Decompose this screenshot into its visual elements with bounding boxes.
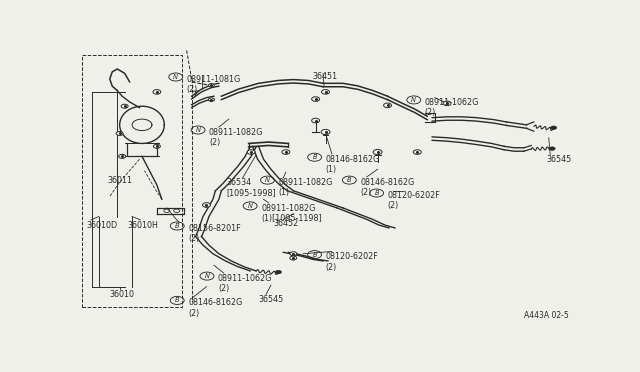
Text: 08911-1062G
(2): 08911-1062G (2) bbox=[218, 274, 272, 293]
Text: B: B bbox=[374, 190, 379, 196]
Text: 08911-1082G
(1): 08911-1082G (1) bbox=[278, 178, 333, 197]
Circle shape bbox=[549, 147, 555, 150]
Text: B: B bbox=[312, 251, 317, 257]
Text: 08146-8162G
(2): 08146-8162G (2) bbox=[360, 178, 415, 197]
Text: 36010H: 36010H bbox=[127, 221, 158, 230]
Circle shape bbox=[173, 209, 180, 212]
Circle shape bbox=[202, 203, 211, 207]
Circle shape bbox=[383, 103, 392, 108]
Circle shape bbox=[118, 154, 125, 158]
Circle shape bbox=[413, 150, 421, 154]
Text: N: N bbox=[173, 74, 178, 80]
Circle shape bbox=[164, 209, 170, 212]
Circle shape bbox=[275, 270, 282, 274]
Text: 36010D: 36010D bbox=[86, 221, 117, 230]
Text: 08146-8162G
(2): 08146-8162G (2) bbox=[188, 298, 243, 318]
Text: N: N bbox=[204, 273, 209, 279]
Circle shape bbox=[312, 118, 319, 123]
Text: 08911-1062G
(2): 08911-1062G (2) bbox=[425, 97, 479, 117]
Circle shape bbox=[312, 97, 319, 101]
Text: N: N bbox=[265, 177, 270, 183]
Text: N: N bbox=[412, 97, 416, 103]
Bar bbox=[83, 55, 182, 307]
Text: B: B bbox=[312, 154, 317, 160]
Text: 36545: 36545 bbox=[547, 155, 572, 164]
Text: 36452: 36452 bbox=[273, 219, 299, 228]
Circle shape bbox=[209, 98, 214, 101]
Text: A443A 02-5: A443A 02-5 bbox=[524, 311, 568, 320]
Circle shape bbox=[153, 90, 161, 94]
Circle shape bbox=[154, 144, 161, 148]
Circle shape bbox=[121, 104, 128, 108]
Text: B: B bbox=[347, 177, 351, 183]
Circle shape bbox=[321, 90, 330, 94]
Text: 08156-8201F
(2): 08156-8201F (2) bbox=[188, 224, 241, 243]
Text: 08120-6202F
(2): 08120-6202F (2) bbox=[388, 191, 440, 210]
Circle shape bbox=[443, 101, 451, 106]
Circle shape bbox=[247, 150, 255, 154]
Text: N: N bbox=[248, 203, 253, 209]
Circle shape bbox=[373, 150, 382, 155]
Circle shape bbox=[290, 252, 297, 256]
Circle shape bbox=[282, 150, 290, 154]
Text: 08146-8162G
(1): 08146-8162G (1) bbox=[326, 155, 380, 174]
Text: 36011: 36011 bbox=[108, 176, 132, 185]
Text: N: N bbox=[196, 127, 200, 133]
Text: 08120-6202F
(2): 08120-6202F (2) bbox=[326, 252, 378, 272]
Text: 08911-1082G
(1)[1095-1198]: 08911-1082G (1)[1095-1198] bbox=[261, 203, 322, 223]
Circle shape bbox=[116, 131, 123, 135]
Circle shape bbox=[290, 256, 297, 260]
Text: 36451: 36451 bbox=[312, 72, 337, 81]
Circle shape bbox=[321, 129, 330, 135]
Text: 08911-1082G
(2): 08911-1082G (2) bbox=[209, 128, 263, 147]
Text: B: B bbox=[175, 223, 179, 229]
Text: B: B bbox=[175, 298, 179, 304]
Text: 08911-1081G
(2): 08911-1081G (2) bbox=[187, 75, 241, 94]
Text: 36534
[1095-1998]: 36534 [1095-1998] bbox=[227, 178, 276, 197]
Circle shape bbox=[550, 126, 557, 129]
Text: 36010: 36010 bbox=[110, 289, 135, 299]
Circle shape bbox=[209, 84, 214, 87]
Text: 36545: 36545 bbox=[259, 295, 284, 304]
